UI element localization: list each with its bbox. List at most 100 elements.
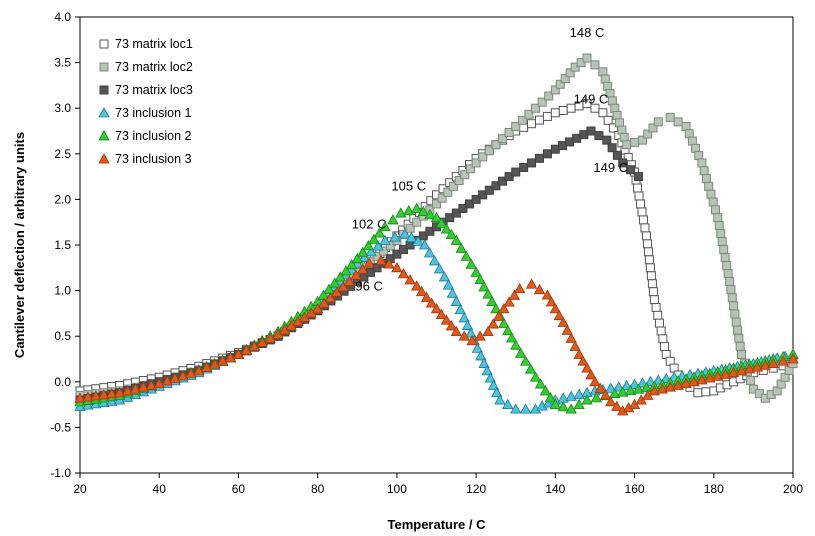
data-point	[582, 53, 592, 63]
data-point	[542, 111, 552, 121]
data-point	[74, 392, 86, 403]
data-point	[232, 348, 245, 359]
data-point	[751, 361, 764, 372]
data-point	[569, 340, 581, 351]
data-point	[375, 254, 387, 265]
data-point	[442, 279, 455, 290]
data-point	[482, 325, 494, 337]
legend-marker	[99, 39, 109, 49]
data-point	[487, 318, 499, 329]
data-point	[545, 296, 558, 307]
data-point	[425, 297, 438, 308]
data-point	[328, 277, 341, 288]
data-point	[418, 239, 431, 250]
y-tick-label: 2.0	[54, 192, 71, 206]
data-point	[137, 381, 150, 392]
data-point	[624, 384, 637, 396]
data-point	[550, 85, 560, 95]
data-point	[653, 117, 663, 127]
data-point	[256, 336, 268, 347]
data-point	[654, 318, 664, 328]
data-point	[208, 358, 221, 369]
data-point	[379, 234, 391, 245]
data-point	[664, 381, 676, 392]
data-point	[557, 401, 569, 412]
data-point	[379, 220, 391, 232]
data-point	[737, 349, 747, 359]
data-point	[437, 193, 447, 203]
legend: 73 matrix loc1 73 matrix loc2 73 matrix lo…	[98, 37, 193, 166]
data-point	[602, 135, 612, 145]
data-point	[484, 185, 494, 195]
data-point	[696, 374, 708, 385]
data-point	[494, 394, 506, 405]
data-point	[534, 378, 547, 389]
data-point	[719, 368, 732, 379]
data-point	[491, 181, 501, 191]
data-point	[586, 126, 596, 136]
data-point	[716, 229, 726, 239]
data-point	[385, 241, 395, 251]
peak-annotation: 149 C	[574, 92, 609, 107]
data-point	[525, 278, 538, 289]
data-point	[465, 199, 475, 209]
data-point	[727, 366, 740, 378]
data-point	[549, 398, 562, 410]
data-point	[656, 326, 666, 336]
data-point	[719, 245, 729, 255]
data-point	[633, 183, 643, 193]
y-tick-label: 3.0	[54, 101, 71, 115]
data-point	[565, 68, 575, 78]
data-point	[363, 257, 375, 268]
data-point	[517, 115, 527, 125]
data-point	[399, 228, 411, 239]
data-point	[618, 158, 628, 168]
data-point	[478, 190, 488, 200]
data-point	[560, 74, 570, 84]
data-point	[634, 191, 644, 201]
data-point	[648, 287, 658, 297]
y-tick-label: 0.0	[54, 375, 71, 389]
data-point	[445, 320, 458, 331]
data-point	[649, 295, 659, 305]
data-point	[648, 123, 658, 133]
data-point	[415, 285, 428, 297]
data-point	[514, 282, 526, 294]
data-point	[461, 319, 474, 330]
data-point	[440, 223, 453, 234]
data-point	[403, 204, 415, 216]
data-point	[508, 289, 521, 300]
data-point	[458, 330, 470, 341]
data-point	[248, 340, 260, 351]
data-point	[539, 385, 552, 396]
data-point	[486, 295, 498, 306]
data-point	[733, 325, 743, 335]
peak-annotation: 105 C	[391, 178, 426, 193]
data-point	[616, 386, 629, 397]
data-point	[585, 369, 597, 380]
data-point	[425, 226, 435, 236]
data-point	[605, 382, 617, 393]
data-point	[609, 387, 621, 399]
data-point	[712, 370, 724, 381]
data-point	[389, 231, 401, 242]
data-point	[640, 223, 650, 233]
data-point	[450, 295, 462, 306]
data-point	[492, 310, 505, 321]
data-point	[420, 291, 433, 302]
data-point	[524, 363, 537, 374]
data-point	[458, 312, 470, 323]
data-point	[311, 303, 324, 314]
data-point	[433, 263, 446, 274]
peak-annotation: 148 C	[570, 25, 605, 40]
data-point	[594, 131, 604, 141]
data-point	[787, 353, 799, 364]
data-point	[704, 181, 714, 191]
data-point	[561, 324, 573, 335]
data-point	[358, 251, 370, 262]
data-point	[450, 325, 462, 337]
data-point	[611, 400, 623, 411]
data-point	[673, 117, 683, 127]
data-point	[527, 158, 537, 168]
